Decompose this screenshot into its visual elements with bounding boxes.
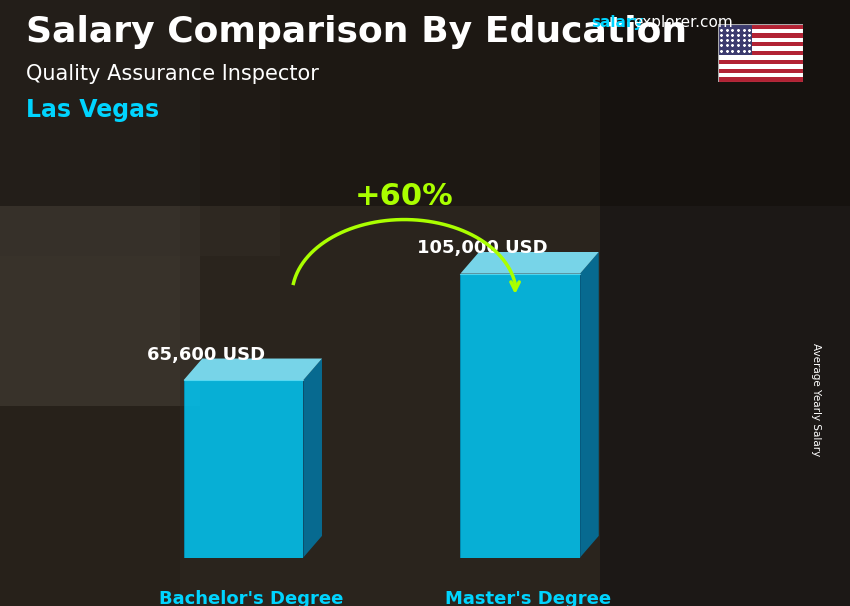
Text: Average Yearly Salary: Average Yearly Salary (811, 343, 821, 456)
Bar (0, 0, 200, 406)
Bar (718, 78, 803, 82)
Bar (718, 55, 803, 59)
Bar (718, 68, 803, 73)
Polygon shape (461, 252, 598, 274)
Bar (718, 42, 803, 47)
Bar (718, 47, 803, 51)
Bar (718, 51, 803, 55)
Polygon shape (184, 359, 322, 380)
Text: Master's Degree: Master's Degree (445, 590, 611, 606)
Bar (718, 73, 803, 78)
Polygon shape (461, 274, 580, 558)
Text: 105,000 USD: 105,000 USD (417, 239, 548, 258)
Text: explorer.com: explorer.com (633, 15, 733, 30)
Bar (718, 33, 803, 38)
Bar (180, 0, 600, 606)
Text: +60%: +60% (355, 182, 454, 211)
Bar (718, 24, 803, 28)
Bar (718, 28, 803, 33)
Text: salary: salary (591, 15, 643, 30)
Text: Bachelor's Degree: Bachelor's Degree (159, 590, 343, 606)
Text: Salary Comparison By Education: Salary Comparison By Education (26, 15, 687, 49)
Bar (718, 38, 803, 42)
Bar (0, 0, 850, 206)
Text: Las Vegas: Las Vegas (26, 98, 159, 122)
Text: Quality Assurance Inspector: Quality Assurance Inspector (26, 64, 319, 84)
Bar (600, 0, 850, 606)
Text: 65,600 USD: 65,600 USD (147, 346, 265, 364)
Polygon shape (184, 380, 303, 558)
Bar (718, 59, 803, 64)
Bar (0, 0, 280, 256)
Polygon shape (580, 252, 598, 558)
Bar (718, 24, 752, 55)
Polygon shape (303, 359, 322, 558)
Bar (718, 64, 803, 68)
